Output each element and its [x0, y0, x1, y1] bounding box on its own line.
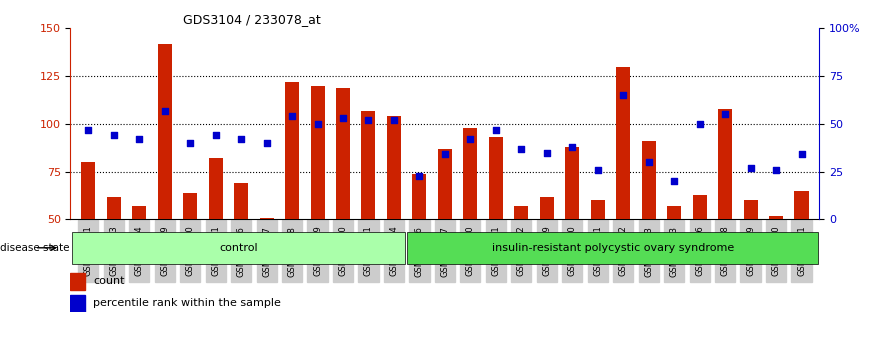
- Bar: [336, 87, 350, 315]
- Bar: [132, 206, 146, 315]
- Bar: [566, 147, 580, 315]
- Point: [234, 136, 248, 142]
- Point: [107, 132, 121, 138]
- Bar: [718, 109, 732, 315]
- Point: [769, 167, 783, 173]
- Bar: [795, 191, 809, 315]
- Bar: [515, 206, 529, 315]
- Point: [260, 140, 274, 146]
- Point: [515, 146, 529, 152]
- Bar: [641, 141, 655, 315]
- Point: [209, 132, 223, 138]
- Point: [667, 178, 681, 184]
- Point: [616, 92, 630, 98]
- Text: insulin-resistant polycystic ovary syndrome: insulin-resistant polycystic ovary syndr…: [492, 243, 734, 253]
- Bar: [361, 110, 375, 315]
- Point: [489, 127, 503, 132]
- Point: [566, 144, 580, 150]
- FancyBboxPatch shape: [407, 232, 818, 264]
- Bar: [692, 195, 707, 315]
- Point: [310, 121, 324, 127]
- Bar: [489, 137, 503, 315]
- Point: [438, 152, 452, 157]
- Point: [718, 112, 732, 117]
- Point: [744, 165, 758, 171]
- Bar: [285, 82, 299, 315]
- Point: [412, 173, 426, 178]
- Point: [387, 117, 401, 123]
- Bar: [438, 149, 452, 315]
- Point: [285, 113, 300, 119]
- Point: [641, 159, 655, 165]
- Point: [158, 108, 172, 113]
- Point: [540, 150, 554, 155]
- Bar: [463, 128, 478, 315]
- Bar: [260, 218, 274, 315]
- Bar: [667, 206, 681, 315]
- Point: [183, 140, 197, 146]
- Bar: [81, 162, 95, 315]
- Bar: [310, 86, 324, 315]
- Point: [795, 152, 809, 157]
- Point: [132, 136, 146, 142]
- Point: [590, 167, 604, 173]
- Point: [361, 117, 375, 123]
- Bar: [70, 273, 85, 290]
- Point: [692, 121, 707, 127]
- Bar: [412, 173, 426, 315]
- Bar: [769, 216, 783, 315]
- Text: GDS3104 / 233078_at: GDS3104 / 233078_at: [183, 13, 321, 26]
- Bar: [540, 196, 554, 315]
- Bar: [616, 67, 630, 315]
- Bar: [387, 116, 401, 315]
- Bar: [70, 295, 85, 312]
- Bar: [107, 196, 121, 315]
- Text: control: control: [219, 243, 257, 253]
- Point: [463, 136, 478, 142]
- Bar: [158, 44, 172, 315]
- Point: [336, 115, 350, 121]
- Bar: [744, 200, 758, 315]
- Text: count: count: [93, 276, 124, 286]
- Bar: [209, 158, 223, 315]
- Text: percentile rank within the sample: percentile rank within the sample: [93, 298, 281, 308]
- FancyBboxPatch shape: [71, 232, 405, 264]
- Point: [81, 127, 95, 132]
- Bar: [234, 183, 248, 315]
- Text: disease state: disease state: [0, 243, 70, 253]
- Bar: [591, 200, 604, 315]
- Bar: [183, 193, 197, 315]
